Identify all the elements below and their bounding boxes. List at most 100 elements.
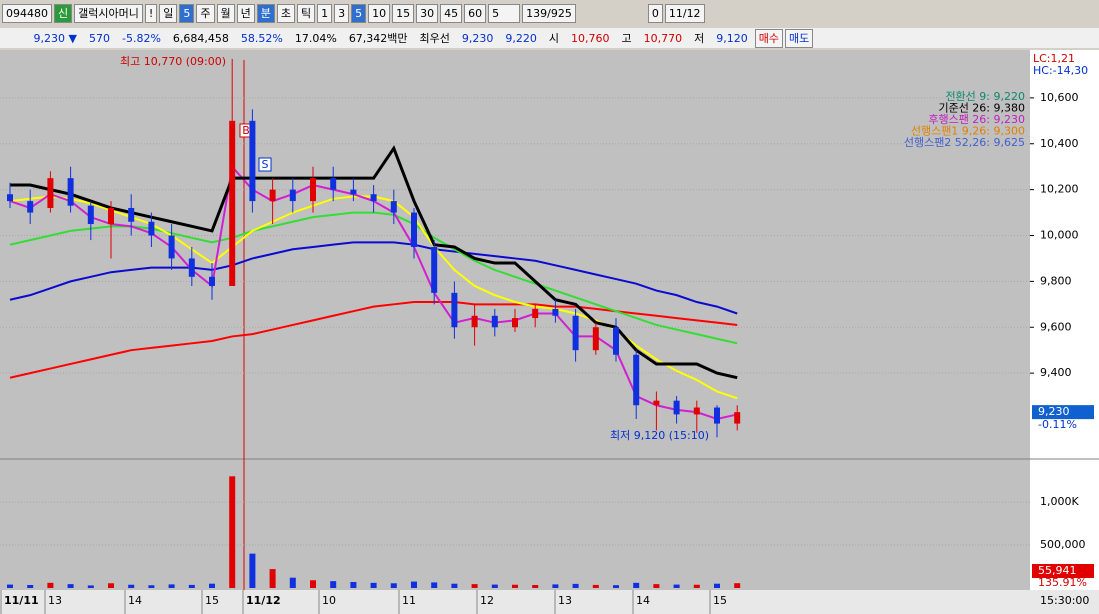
volume-bar: [491, 584, 498, 588]
x-axis-band: [0, 590, 1099, 614]
candle-body: [108, 207, 114, 225]
candle-body: [633, 354, 640, 406]
volume-bar: [350, 581, 357, 588]
indicator-line: [9, 241, 738, 315]
high-note: 최고 10,770 (09:00): [120, 55, 226, 68]
x-tick-label: 10: [322, 594, 336, 607]
date[interactable]: 11/12: [664, 3, 705, 23]
label: 저: [694, 32, 705, 45]
candle-body: [310, 178, 316, 202]
interval[interactable]: 45: [440, 3, 463, 23]
volume-bar: [673, 584, 680, 588]
period[interactable]: 5: [179, 3, 195, 23]
x-tick-label: 11/12: [246, 594, 281, 607]
volume-bar: [249, 553, 256, 588]
y-tick-label: 1,000K: [1040, 495, 1079, 508]
legend-entry: 기준선 26: 9,380: [938, 102, 1025, 115]
check[interactable]: 0: [647, 3, 663, 23]
code[interactable]: 094480: [2, 3, 52, 23]
lc: LC:1,21: [1033, 52, 1075, 65]
y-tick-label: 10,000: [1040, 229, 1079, 242]
total-count: /925: [547, 6, 572, 20]
volume-bar: [693, 584, 700, 588]
price: 9,230 ▼: [33, 31, 77, 45]
candle-body: [209, 276, 215, 286]
candle-body: [188, 258, 195, 277]
period[interactable]: 분: [256, 3, 275, 23]
candle-body: [653, 400, 660, 406]
candle-body: [87, 205, 94, 225]
volume-bar: [572, 583, 579, 588]
x-tick-label: 14: [128, 594, 142, 607]
interval[interactable]: 5: [351, 3, 367, 23]
volume-bar: [47, 582, 54, 588]
volume-bar: [209, 583, 215, 588]
change: 570: [89, 31, 110, 45]
candle-body: [289, 189, 296, 202]
period[interactable]: 일: [159, 3, 178, 23]
period[interactable]: 년: [236, 3, 255, 23]
period[interactable]: 주: [196, 3, 215, 23]
period[interactable]: 틱: [297, 3, 316, 23]
interval[interactable]: 10: [368, 3, 391, 23]
candle-body: [148, 221, 155, 236]
x-tick-label: 13: [48, 594, 62, 607]
amount: 67,342백만: [348, 32, 408, 45]
candle-body: [67, 178, 74, 206]
period[interactable]: 월: [216, 3, 235, 23]
interval[interactable]: 15: [392, 3, 415, 23]
axis-background: [1030, 50, 1099, 590]
volume-bar: [168, 584, 175, 588]
sell-marker: [258, 157, 272, 172]
shown[interactable]: 139/925: [522, 3, 576, 23]
bid: 9,220: [505, 31, 537, 45]
last-volume: 55,941: [1038, 564, 1077, 577]
sell-button[interactable]: 매도: [785, 28, 814, 48]
low: 9,120: [716, 31, 748, 45]
y-tick-label: 10,400: [1040, 137, 1079, 150]
y-tick-label: 10,200: [1040, 183, 1079, 196]
label: 고: [621, 32, 632, 45]
volume-bar: [87, 585, 94, 588]
candle-body: [693, 407, 700, 415]
last-ratio: 135.91%: [1038, 576, 1087, 589]
volume-bar: [370, 582, 377, 588]
volume-bar: [7, 584, 13, 588]
last-volume-box: [1032, 564, 1094, 578]
interval[interactable]: 30: [416, 3, 439, 23]
x-tick-label: 13: [558, 594, 572, 607]
period[interactable]: 초: [276, 3, 296, 23]
candle-body: [673, 400, 680, 415]
last-change: -0.11%: [1038, 418, 1077, 431]
volume-bar: [431, 582, 438, 588]
last-price-box: [1032, 405, 1094, 420]
candle-body: [512, 318, 518, 328]
ask: 9,230: [461, 31, 494, 45]
volume-bar: [633, 582, 640, 588]
x-tick-label: 15: [713, 594, 727, 607]
x-tick-label: 12: [480, 594, 494, 607]
volume-bar: [310, 580, 316, 588]
count[interactable]: 5: [488, 3, 521, 23]
candle-body: [269, 189, 276, 202]
volume-bar: [67, 584, 74, 588]
interval[interactable]: 1: [317, 3, 333, 23]
buy-button[interactable]: 매수: [754, 28, 784, 48]
low-note: 최저 9,120 (15:10): [610, 429, 709, 442]
stock-name[interactable]: 갤럭시아머니: [74, 3, 143, 23]
candle-body: [734, 412, 741, 424]
interval[interactable]: 3: [334, 3, 350, 23]
volume-bar: [734, 583, 741, 588]
candle-body: [613, 327, 619, 355]
ratio: 58.52%: [240, 31, 283, 45]
volume-bar: [613, 585, 619, 588]
candle-body: [229, 120, 236, 286]
alert[interactable]: !: [144, 3, 158, 23]
candle-body: [714, 407, 720, 424]
volume-bar: [269, 569, 276, 588]
interval[interactable]: 60: [464, 3, 487, 23]
candle-body: [431, 246, 438, 293]
label: 시: [548, 32, 560, 45]
legend-entry: 선행스팬2 52,26: 9,625: [904, 136, 1025, 149]
candle-body: [27, 201, 34, 213]
